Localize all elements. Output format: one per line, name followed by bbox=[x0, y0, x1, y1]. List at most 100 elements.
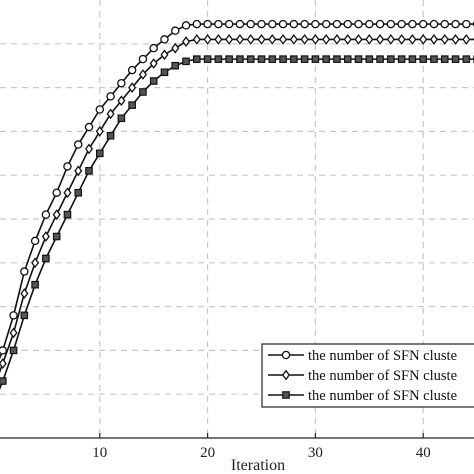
x-axis-ticks: 10 20 30 40 bbox=[92, 433, 431, 461]
data-point-square bbox=[193, 55, 201, 63]
data-point-diamond bbox=[95, 126, 104, 137]
data-point-diamond bbox=[192, 34, 201, 45]
data-point-diamond bbox=[171, 42, 180, 54]
series-circle bbox=[0, 19, 474, 360]
data-point-circle bbox=[138, 54, 148, 64]
data-point-diamond bbox=[311, 34, 320, 45]
data-point-circle bbox=[9, 311, 18, 320]
data-point-diamond bbox=[74, 165, 83, 177]
data-point-square bbox=[311, 55, 320, 63]
legend-item-square: the number of SFN cluste bbox=[268, 388, 457, 404]
data-point-diamond bbox=[0, 358, 7, 369]
data-point-square bbox=[31, 280, 39, 289]
legend-label-square: the number of SFN cluste bbox=[308, 388, 457, 404]
data-point-square bbox=[85, 167, 93, 175]
data-point-circle bbox=[440, 19, 450, 29]
data-point-diamond bbox=[268, 34, 277, 45]
data-point-square bbox=[279, 55, 287, 63]
x-tick-label-40: 40 bbox=[416, 445, 431, 461]
data-point-circle bbox=[127, 65, 137, 75]
data-point-circle bbox=[20, 267, 29, 276]
data-point-circle bbox=[0, 346, 8, 355]
data-point-diamond bbox=[419, 34, 428, 45]
data-point-square bbox=[182, 57, 190, 66]
x-tick-label-10: 10 bbox=[92, 445, 107, 461]
legend-marker-square bbox=[282, 391, 290, 399]
data-point-diamond bbox=[9, 327, 18, 339]
data-point-square bbox=[236, 55, 244, 63]
data-point-square bbox=[117, 114, 126, 123]
data-point-diamond bbox=[149, 58, 158, 69]
data-point-diamond bbox=[289, 34, 298, 45]
data-point-diamond bbox=[376, 34, 385, 45]
data-point-square bbox=[430, 55, 438, 63]
series-square bbox=[0, 55, 474, 390]
data-point-diamond bbox=[31, 257, 40, 269]
data-point-square bbox=[149, 77, 158, 85]
data-point-circle bbox=[408, 19, 417, 29]
data-point-circle bbox=[354, 19, 363, 29]
data-point-square bbox=[408, 55, 417, 63]
data-point-diamond bbox=[203, 34, 212, 45]
data-point-square bbox=[300, 55, 309, 63]
legend: the number of SFN cluste the number of SF… bbox=[261, 343, 474, 408]
data-point-square bbox=[42, 254, 50, 263]
data-point-circle bbox=[311, 19, 320, 29]
data-point-square bbox=[9, 346, 18, 355]
data-point-circle bbox=[451, 19, 460, 29]
data-point-circle bbox=[160, 35, 169, 44]
data-point-circle bbox=[300, 19, 309, 29]
data-point-diamond bbox=[462, 34, 471, 45]
data-point-diamond bbox=[84, 143, 94, 155]
data-point-diamond bbox=[343, 34, 352, 45]
data-point-circle bbox=[117, 78, 126, 88]
data-point-circle bbox=[343, 19, 352, 29]
data-point-diamond bbox=[138, 69, 147, 80]
data-point-circle bbox=[235, 19, 245, 29]
data-point-square bbox=[322, 55, 330, 63]
data-point-diamond bbox=[214, 34, 223, 45]
data-point-diamond bbox=[451, 34, 460, 45]
data-point-square bbox=[290, 55, 298, 63]
legend-label-circle: the number of SFN cluste bbox=[308, 348, 457, 364]
data-point-diamond bbox=[397, 34, 406, 45]
legend-item-diamond: the number of SFN cluste bbox=[268, 368, 457, 384]
data-point-square bbox=[268, 55, 277, 63]
data-point-square bbox=[0, 377, 7, 385]
data-point-circle bbox=[171, 26, 180, 35]
data-point-circle bbox=[289, 19, 299, 29]
series-layer bbox=[0, 19, 474, 390]
data-point-diamond bbox=[257, 34, 266, 45]
data-point-circle bbox=[397, 19, 406, 29]
data-point-circle bbox=[41, 210, 51, 219]
data-point-square bbox=[171, 61, 180, 70]
data-point-square bbox=[257, 55, 266, 63]
data-point-square bbox=[343, 55, 352, 63]
data-point-diamond bbox=[386, 34, 395, 45]
data-point-square bbox=[397, 55, 406, 63]
data-point-square bbox=[387, 55, 395, 63]
data-point-diamond bbox=[354, 34, 363, 45]
data-point-square bbox=[419, 55, 428, 63]
data-point-diamond bbox=[41, 231, 50, 242]
data-point-square bbox=[440, 55, 449, 63]
data-point-square bbox=[139, 88, 147, 96]
data-point-square bbox=[63, 210, 72, 219]
data-point-square bbox=[106, 131, 115, 140]
data-point-diamond bbox=[332, 34, 341, 45]
data-point-diamond bbox=[440, 34, 449, 45]
data-point-square bbox=[451, 55, 460, 63]
data-point-circle bbox=[268, 19, 277, 29]
data-point-square bbox=[365, 55, 374, 63]
data-point-diamond bbox=[117, 95, 126, 107]
data-point-circle bbox=[30, 236, 40, 246]
x-tick-label-20: 20 bbox=[200, 445, 215, 461]
data-point-diamond bbox=[429, 34, 439, 45]
data-point-circle bbox=[73, 140, 83, 149]
data-point-circle bbox=[246, 19, 255, 29]
data-point-square bbox=[20, 311, 29, 320]
data-point-square bbox=[95, 149, 104, 158]
x-axis-title: Iteration bbox=[231, 457, 285, 474]
x-tick-label-30: 30 bbox=[308, 445, 323, 461]
